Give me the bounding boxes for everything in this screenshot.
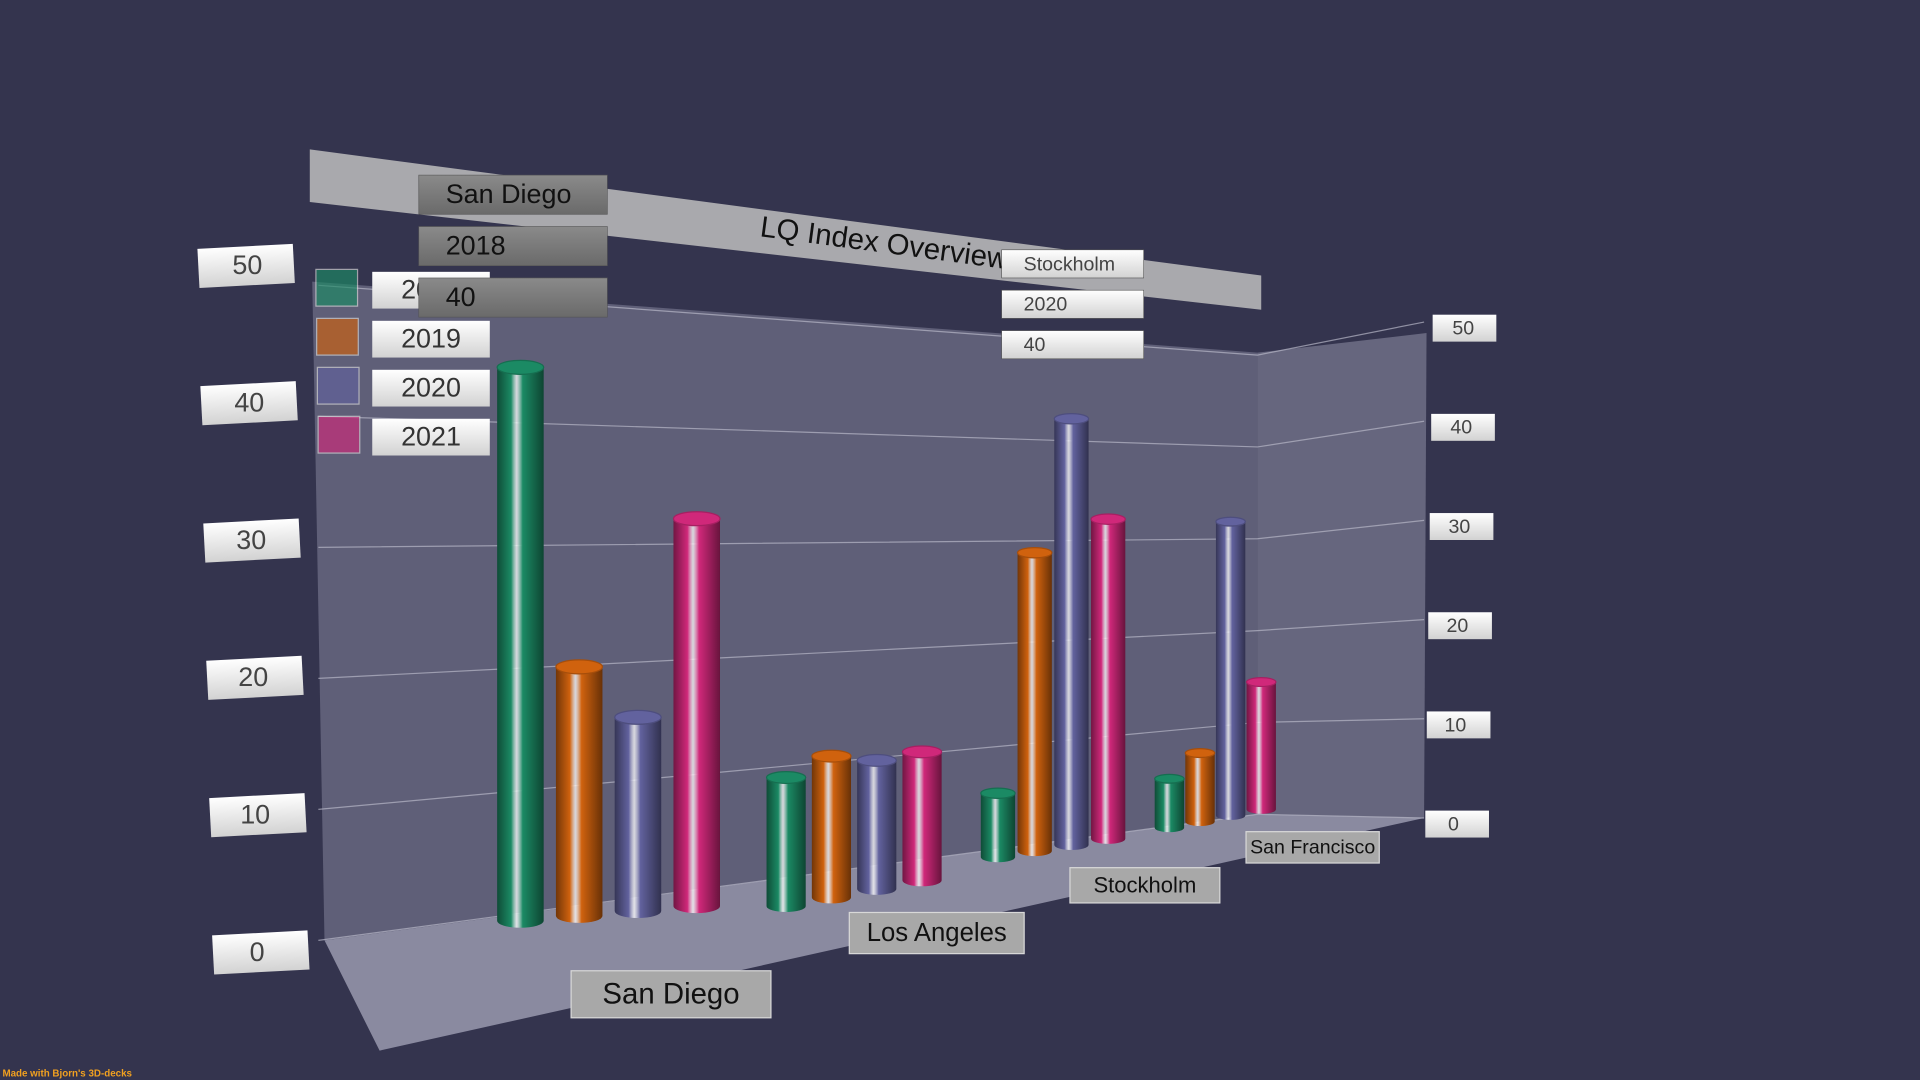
y2-tick-label: 50 [1452, 318, 1474, 340]
bar [1215, 521, 1246, 820]
tooltip-text: 2018 [446, 230, 506, 260]
y2-tick-box [1425, 810, 1489, 838]
bar-top [1245, 677, 1277, 688]
tooltip-text: San Diego [446, 179, 572, 209]
y2-tick-label: 10 [1445, 714, 1467, 736]
y2-tick-label: 40 [1450, 417, 1472, 439]
y2-tick-box [1426, 711, 1491, 739]
legend-box [372, 418, 490, 456]
footer-credit: Made with Bjorn's 3D-decks [2, 1068, 132, 1079]
bar [1017, 552, 1052, 857]
bar-top [901, 745, 943, 759]
category-box [1069, 867, 1221, 904]
tooltips: San Diego 2018 40 Stockholm 2020 40 [418, 174, 1144, 360]
side-wall [1257, 333, 1427, 818]
legend-label: 2020 [401, 372, 461, 402]
y-tick-box [212, 930, 310, 975]
category-box [570, 970, 772, 1019]
y2-tick-box [1431, 413, 1495, 441]
category-label: San Diego [602, 977, 739, 1010]
bar [555, 666, 603, 923]
y-tick-box [203, 518, 301, 563]
y2-tick-label: 30 [1448, 516, 1470, 538]
bar-top [1184, 748, 1216, 759]
bar-top [856, 753, 897, 767]
grid-line [318, 284, 1425, 356]
y2-tick-box [1428, 612, 1492, 640]
y2-tick-label: 20 [1446, 615, 1468, 637]
bar-top [555, 659, 604, 675]
grid-line [318, 618, 1425, 679]
bar [497, 367, 544, 928]
bar [1154, 778, 1185, 833]
bar [1091, 519, 1126, 844]
y-tick-box [209, 793, 307, 838]
bars [496, 359, 1277, 928]
bar-top [1154, 773, 1185, 784]
y2-tick-box [1429, 513, 1494, 540]
bar-top [765, 771, 807, 785]
legend-swatch [317, 415, 361, 454]
bar [811, 756, 852, 904]
legend-box [372, 320, 490, 358]
bar [673, 518, 720, 914]
bar [902, 751, 942, 887]
tooltip-text: 40 [446, 282, 476, 312]
tooltip-text: 40 [1024, 334, 1046, 356]
bar-top [1215, 516, 1246, 527]
tooltip-box [1001, 249, 1144, 279]
bar [766, 777, 806, 912]
legend-swatch [316, 317, 359, 356]
y-tick-label: 30 [236, 525, 266, 555]
y2-tick-box [1432, 314, 1497, 342]
y-tick-label: 0 [250, 937, 265, 967]
bar [980, 793, 1016, 863]
legend-box [372, 369, 490, 407]
tooltip-box [418, 277, 608, 318]
bar [1185, 753, 1215, 827]
category-labels: San Francisco Stockholm Los Angeles San Die… [570, 831, 1380, 1019]
tooltip-box [418, 174, 608, 215]
tooltip-text: Stockholm [1024, 253, 1115, 275]
legend-swatch [315, 268, 359, 307]
bar [1246, 682, 1276, 814]
tooltip-text: 2020 [1024, 294, 1068, 316]
category-box [1245, 831, 1380, 864]
legend-label: 2019 [401, 324, 461, 354]
bar-top [1090, 513, 1126, 525]
category-label: Stockholm [1093, 872, 1196, 897]
tooltip-box [418, 226, 608, 267]
y-tick-label: 40 [234, 387, 264, 417]
bar-top [1016, 546, 1053, 559]
bar-top [811, 749, 852, 763]
category-label: San Francisco [1250, 837, 1375, 859]
y-tick-box [206, 655, 304, 700]
category-box [848, 911, 1025, 955]
grid-line [318, 415, 1425, 448]
legend-swatch [316, 366, 360, 405]
y-tick-label: 50 [232, 250, 262, 280]
y2-tick-label: 0 [1448, 813, 1459, 835]
bar-top [496, 359, 545, 375]
bar-top [672, 511, 721, 527]
bar [1054, 418, 1089, 851]
legend-label: 2021 [401, 421, 461, 451]
y-tick-label: 20 [238, 662, 268, 692]
y-tick-box [200, 381, 298, 426]
bar [614, 717, 662, 918]
bar [857, 760, 897, 895]
bar-top [614, 709, 662, 725]
bar-top [980, 787, 1016, 799]
y-tick-box [197, 243, 295, 288]
bar-top [1053, 413, 1090, 425]
tooltip-box [1001, 289, 1144, 319]
y-tick-label: 10 [240, 800, 270, 830]
grid-line [318, 519, 1425, 548]
tooltip-box [1001, 330, 1144, 360]
category-label: Los Angeles [867, 919, 1007, 947]
